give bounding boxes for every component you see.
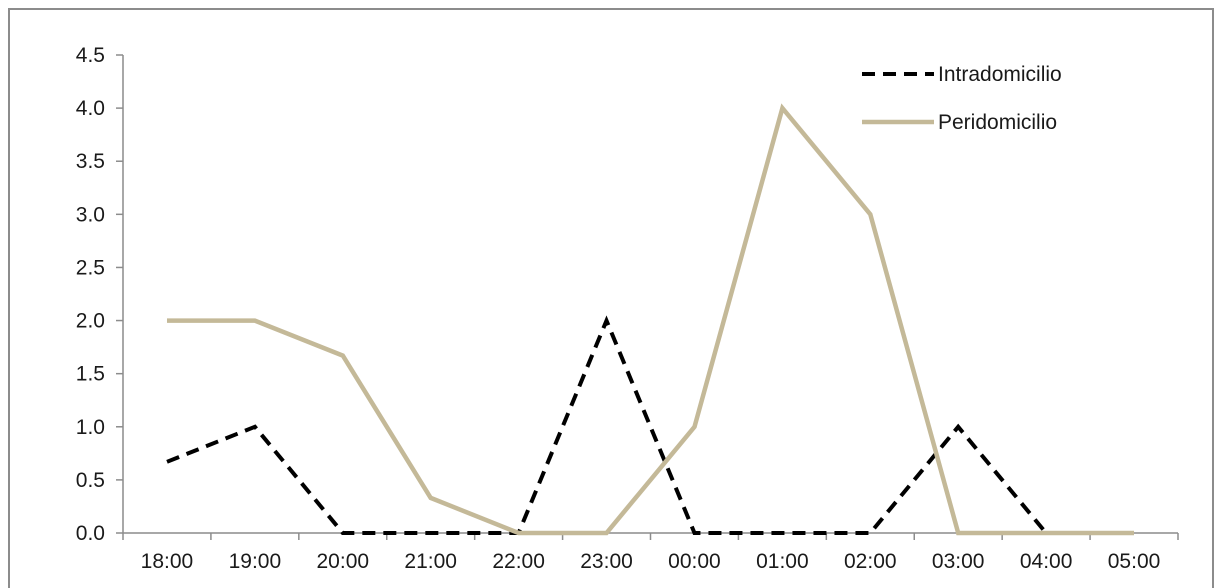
y-tick-label: 4.5 xyxy=(76,44,105,67)
x-tick-label: 03:00 xyxy=(932,550,985,573)
y-tick-label: 3.5 xyxy=(76,150,105,173)
x-tick-label: 02:00 xyxy=(844,550,897,573)
y-tick-label: 0.5 xyxy=(76,469,105,492)
legend-label-peridomicilio: Peridomicilio xyxy=(938,111,1057,134)
x-tick-label: 04:00 xyxy=(1020,550,1073,573)
x-tick-label: 01:00 xyxy=(756,550,809,573)
y-tick-label: 4.0 xyxy=(76,97,105,120)
x-tick-label: 22:00 xyxy=(492,550,545,573)
legend: Intradomicilio Peridomicilio xyxy=(862,63,1062,134)
y-tick-label: 2.5 xyxy=(76,256,105,279)
x-tick-label: 18:00 xyxy=(141,550,194,573)
x-axis-ticks: 18:00 19:00 20:00 21:00 22:00 23:00 00:00 01:00… xyxy=(123,533,1178,573)
x-tick-label: 05:00 xyxy=(1108,550,1161,573)
y-axis-ticks: 0.0 0.5 1.0 1.5 2.0 2.5 3.0 3.5 4.0 4.5 xyxy=(76,44,123,545)
x-tick-label: 23:00 xyxy=(580,550,633,573)
legend-label-intradomicilio: Intradomicilio xyxy=(938,63,1062,86)
y-tick-label: 3.0 xyxy=(76,203,105,226)
x-tick-label: 19:00 xyxy=(229,550,282,573)
x-tick-label: 20:00 xyxy=(317,550,370,573)
y-tick-label: 1.0 xyxy=(76,416,105,439)
series-line-peridomicilio xyxy=(167,108,1134,533)
x-tick-label: 00:00 xyxy=(668,550,721,573)
series-line-intradomicilio xyxy=(167,321,1046,533)
y-tick-label: 2.0 xyxy=(76,310,105,333)
y-tick-label: 1.5 xyxy=(76,363,105,386)
x-tick-label: 21:00 xyxy=(404,550,457,573)
y-tick-label: 0.0 xyxy=(76,522,105,545)
series-lines xyxy=(167,108,1134,533)
